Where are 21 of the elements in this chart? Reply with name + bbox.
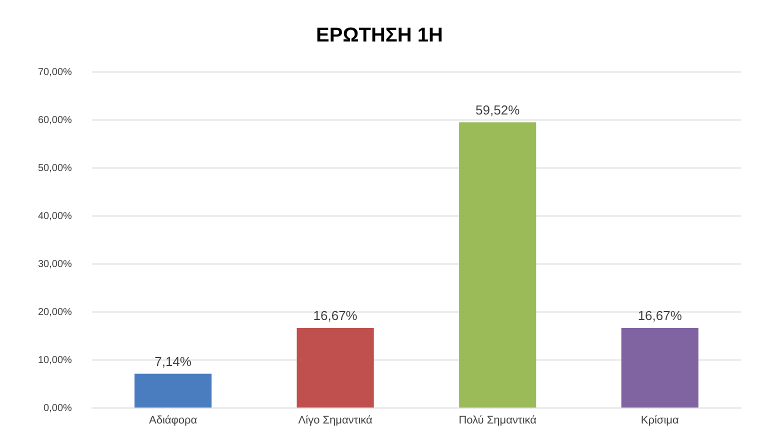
x-tick-label: Πολύ Σημαντικά: [458, 414, 538, 427]
y-tick-label: 20,00%: [38, 306, 72, 318]
y-tick-label: 60,00%: [38, 114, 72, 126]
x-tick-label: Αδιάφορα: [148, 414, 198, 427]
bar: [459, 122, 536, 408]
x-tick-label: Λίγο Σημαντικά: [298, 414, 374, 427]
data-label: 59,52%: [476, 102, 520, 118]
bar: [296, 328, 374, 408]
data-label: 7,14%: [154, 354, 192, 369]
bar: [134, 374, 212, 408]
x-tick-label: Κρίσιμα: [640, 414, 680, 427]
y-tick-label: 70,00%: [38, 66, 72, 78]
y-tick-label: 30,00%: [38, 258, 72, 270]
bar: [621, 328, 698, 408]
data-label: 16,67%: [638, 308, 682, 324]
y-tick-label: 10,00%: [38, 354, 72, 366]
data-label: 16,67%: [313, 308, 358, 324]
y-tick-label: 50,00%: [38, 162, 72, 174]
y-tick-label: 0,00%: [44, 402, 72, 414]
chart-title: ΕΡΩΤΗΣΗ 1Η: [316, 24, 443, 47]
y-tick-label: 40,00%: [38, 210, 72, 222]
